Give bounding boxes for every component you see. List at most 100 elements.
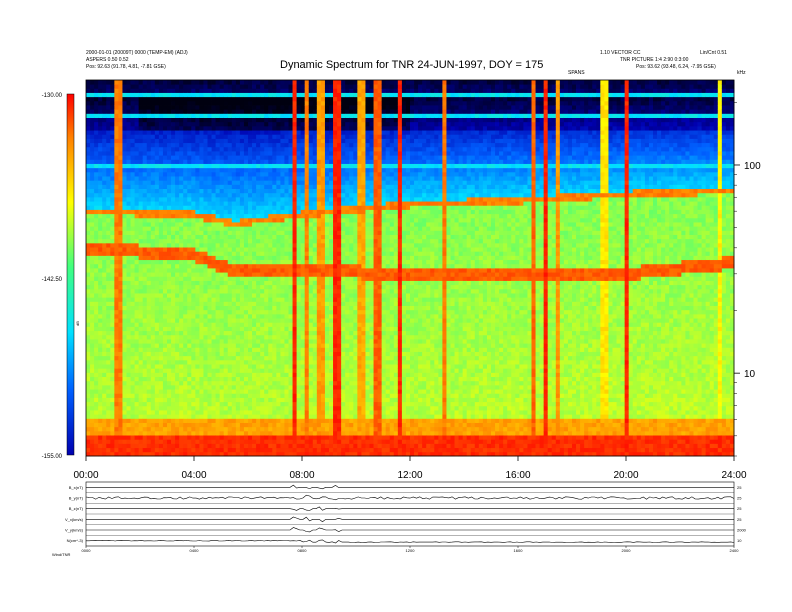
spectrogram-cell bbox=[159, 97, 163, 102]
spectrogram-cell bbox=[147, 130, 151, 135]
spectrogram-cell bbox=[212, 272, 216, 277]
spectrogram-cell bbox=[179, 268, 183, 273]
spectrogram-cell bbox=[272, 402, 276, 407]
spectrogram-cell bbox=[220, 368, 224, 373]
spectrogram-cell bbox=[163, 214, 167, 219]
spectrogram-cell bbox=[260, 105, 264, 110]
spectrogram-cell bbox=[297, 193, 301, 198]
spectrogram-cell bbox=[195, 314, 199, 319]
spectrogram-cell bbox=[293, 113, 297, 118]
spectrogram-cell bbox=[167, 109, 171, 114]
spectrogram-cell bbox=[131, 251, 135, 256]
spectrogram-cell bbox=[284, 235, 288, 240]
spectrogram-cell bbox=[90, 230, 94, 235]
spectrogram-cell bbox=[90, 326, 94, 331]
spectrogram-cell bbox=[179, 260, 183, 265]
spectrogram-cell bbox=[191, 222, 195, 227]
spectrogram-cell bbox=[264, 339, 268, 344]
spectrogram-cell bbox=[244, 235, 248, 240]
spectrogram-cell bbox=[260, 189, 264, 194]
spectrogram-cell bbox=[151, 164, 155, 169]
spectrogram-cell bbox=[301, 138, 305, 143]
spectrogram-cell bbox=[260, 260, 264, 265]
spectrogram-cell bbox=[155, 113, 159, 118]
spectrogram-cell bbox=[297, 297, 301, 302]
spectrogram-cell bbox=[86, 276, 90, 281]
spectrogram-cell bbox=[199, 364, 203, 369]
spectrogram-cell bbox=[264, 230, 268, 235]
spectrogram-cell bbox=[216, 84, 220, 89]
spectrogram-cell bbox=[94, 122, 98, 127]
spectrogram-cell bbox=[244, 281, 248, 286]
spectrogram-cell bbox=[236, 418, 240, 423]
spectrogram-cell bbox=[195, 443, 199, 448]
spectrogram-cell bbox=[268, 222, 272, 227]
spectrogram-cell bbox=[175, 402, 179, 407]
spectrogram-cell bbox=[228, 297, 232, 302]
spectrogram-cell bbox=[208, 377, 212, 382]
spectrogram-cell bbox=[268, 343, 272, 348]
spectrogram-cell bbox=[159, 418, 163, 423]
spectrogram-cell bbox=[289, 393, 293, 398]
spectrogram-cell bbox=[240, 360, 244, 365]
spectrogram-cell bbox=[208, 255, 212, 260]
spectrogram-cell bbox=[171, 243, 175, 248]
spectrogram-cell bbox=[297, 255, 301, 260]
spectrogram-cell bbox=[118, 268, 122, 273]
spectrogram-cell bbox=[256, 326, 260, 331]
spectrogram-cell bbox=[293, 118, 297, 123]
spectrogram-cell bbox=[187, 410, 191, 415]
spectrogram-cell bbox=[110, 180, 114, 185]
spectrogram-cell bbox=[159, 134, 163, 139]
spectrogram-cell bbox=[98, 143, 102, 148]
spectrogram-cell bbox=[183, 180, 187, 185]
spectrogram-cell bbox=[122, 448, 126, 453]
colorbar-unit-label: dB bbox=[75, 321, 80, 326]
spectrogram-cell bbox=[90, 268, 94, 273]
spectrogram-cell bbox=[203, 322, 207, 327]
spectrogram-cell bbox=[171, 184, 175, 189]
spectrogram-cell bbox=[203, 306, 207, 311]
spectrogram-cell bbox=[122, 439, 126, 444]
spectrogram-cell bbox=[118, 414, 122, 419]
spectrogram-cell bbox=[122, 339, 126, 344]
spectrogram-cell bbox=[199, 268, 203, 273]
spectrogram-cell bbox=[272, 113, 276, 118]
spectrogram-cell bbox=[139, 293, 143, 298]
spectrogram-cell bbox=[167, 347, 171, 352]
spectrogram-cell bbox=[199, 189, 203, 194]
spectrogram-cell bbox=[240, 118, 244, 123]
spectrogram-cell bbox=[276, 406, 280, 411]
spectrogram-cell bbox=[248, 427, 252, 432]
spectrogram-cell bbox=[276, 272, 280, 277]
spectrogram-cell bbox=[268, 226, 272, 231]
spectrogram-cell bbox=[252, 134, 256, 139]
spectrogram-cell bbox=[187, 343, 191, 348]
spectrogram-cell bbox=[289, 84, 293, 89]
spectrogram-cell bbox=[203, 423, 207, 428]
spectrogram-cell bbox=[175, 222, 179, 227]
spectrogram-cell bbox=[248, 402, 252, 407]
spectrogram-cell bbox=[98, 377, 102, 382]
spectrogram-cell bbox=[236, 230, 240, 235]
spectrogram-cell bbox=[195, 285, 199, 290]
spectrogram-cell bbox=[252, 360, 256, 365]
spectrogram-cell bbox=[175, 218, 179, 223]
spectrogram-cell bbox=[293, 293, 297, 298]
spectrogram-cell bbox=[280, 151, 284, 156]
spectrogram-cell bbox=[110, 134, 114, 139]
spectrogram-cell bbox=[191, 184, 195, 189]
spectrogram-cell bbox=[122, 230, 126, 235]
spectrogram-cell bbox=[155, 126, 159, 131]
spectrogram-cell bbox=[301, 343, 305, 348]
spectrogram-cell bbox=[163, 134, 167, 139]
spectrogram-cell bbox=[139, 84, 143, 89]
spectrogram-cell bbox=[183, 406, 187, 411]
spectrogram-cell bbox=[167, 247, 171, 252]
spectrogram-cell bbox=[191, 339, 195, 344]
spectrogram-cell bbox=[280, 113, 284, 118]
spectrogram-cell bbox=[183, 410, 187, 415]
spectrogram-cell bbox=[131, 377, 135, 382]
spectrogram-cell bbox=[216, 448, 220, 453]
spectrogram-cell bbox=[212, 243, 216, 248]
